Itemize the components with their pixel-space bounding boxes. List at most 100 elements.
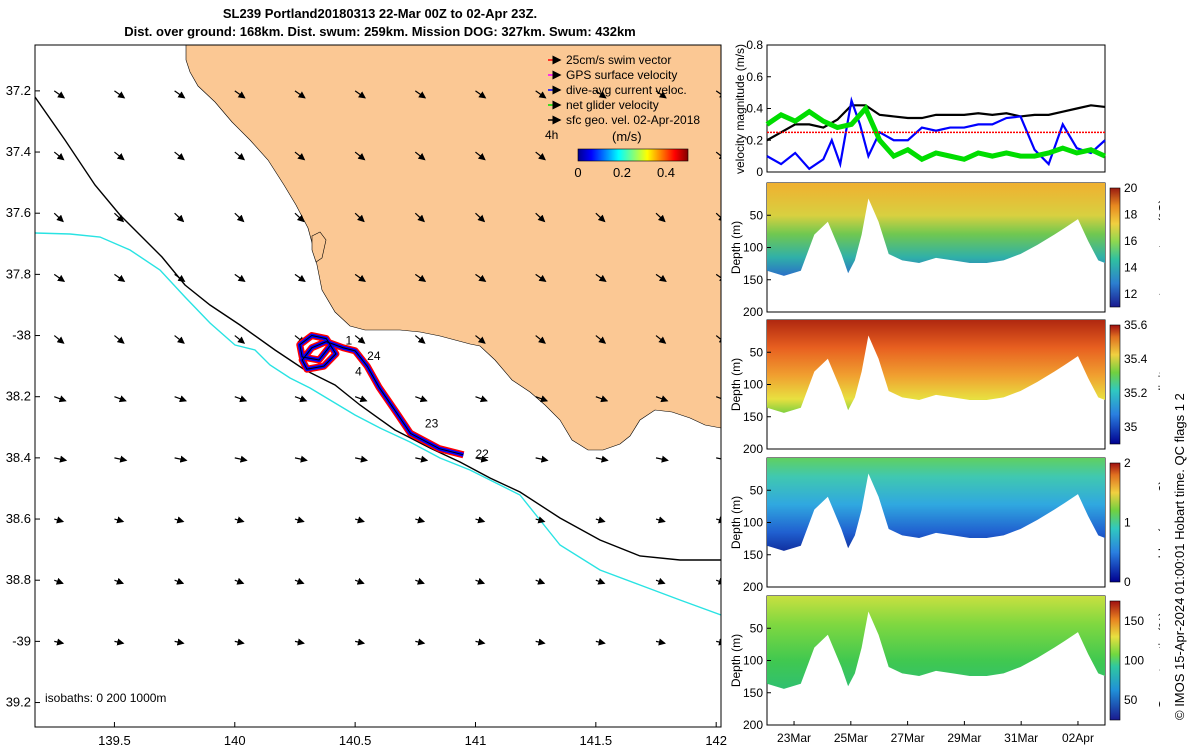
isobath-label: isobaths: 0 200 1000m bbox=[45, 691, 166, 705]
time-tick-label: 27Mar bbox=[891, 731, 925, 745]
velocity-arrow bbox=[535, 638, 546, 646]
velocity-arrow bbox=[415, 577, 425, 585]
colorbar-tick-label: 50 bbox=[1124, 693, 1138, 707]
section-panel-chl-a: 50 100 150 200 Depth (m) 2 1 0 chl-a (mg m-3) bbox=[729, 456, 1160, 594]
velocity-arrow bbox=[174, 455, 188, 463]
velocity-arrow bbox=[174, 212, 185, 223]
velocity-vectors bbox=[53, 90, 721, 646]
depth-tick-label: 150 bbox=[743, 273, 763, 287]
glider-track bbox=[296, 332, 465, 459]
colorbar-tick-label: 12 bbox=[1124, 287, 1138, 301]
velocity-arrow bbox=[475, 212, 486, 223]
velocity-y-tick-label: 0.4 bbox=[746, 102, 763, 116]
legend-label: sfc geo. vel. 02-Apr-2018 bbox=[566, 113, 700, 127]
velocity-arrow bbox=[475, 273, 487, 282]
velocity-arrow bbox=[715, 577, 721, 585]
velocity-arrow bbox=[354, 273, 366, 282]
velocity-arrow bbox=[114, 273, 126, 282]
velocity-arrow bbox=[53, 90, 66, 99]
velocity-arrow bbox=[54, 516, 65, 524]
velocity-arrow bbox=[655, 273, 667, 282]
map-x-tick-label: 141.5 bbox=[580, 733, 613, 748]
velocity-arrow bbox=[355, 455, 369, 463]
depth-tick-label: 50 bbox=[750, 621, 764, 635]
land-mass bbox=[185, 45, 721, 451]
velocity-arrow bbox=[655, 335, 667, 344]
velocity-arrow bbox=[595, 335, 607, 344]
colorbar-label: temperature (°C) bbox=[1156, 199, 1160, 296]
depth-axis-label: Depth (m) bbox=[729, 496, 743, 549]
section-field bbox=[767, 183, 1105, 276]
velocity-arrow bbox=[174, 151, 185, 161]
depth-tick-label: 100 bbox=[743, 241, 763, 255]
day-labels: 1 24 4 23 22 bbox=[346, 334, 490, 461]
map-x-tick-label: 141 bbox=[465, 733, 487, 748]
map-y-tick-label: -38 bbox=[12, 328, 31, 343]
velocity-y-tick-label: 0.6 bbox=[746, 70, 763, 84]
velocity-arrow bbox=[354, 577, 365, 585]
velocity-arrow bbox=[414, 335, 426, 344]
velocity-arrow bbox=[655, 638, 666, 646]
depth-tick-label: 200 bbox=[743, 718, 763, 732]
map-y-ticks: 37.2 37.4 37.6 37.8 -38 38.2 38.4 38.6 38.8 -39 39… bbox=[6, 83, 40, 710]
velocity-arrow bbox=[414, 151, 426, 161]
velocity-arrow bbox=[535, 151, 546, 161]
velocity-arrow bbox=[294, 638, 305, 646]
colorbar-tick-label: 35.4 bbox=[1124, 352, 1148, 366]
colorbar-tick-label: 35.6 bbox=[1124, 318, 1148, 332]
section-panel-salinity: 50 100 150 200 Depth (m) 35.6 35.4 35.2 35 salini… bbox=[729, 318, 1160, 456]
velocity-arrow bbox=[294, 273, 306, 282]
velocity-arrow bbox=[53, 151, 65, 161]
velocity-arrow bbox=[234, 577, 245, 585]
colorbar-label: Ox. sat. ratio (%) bbox=[1156, 612, 1160, 710]
velocity-arrow bbox=[53, 212, 64, 223]
map-x-tick-label: 139.5 bbox=[98, 733, 131, 748]
section-field bbox=[767, 320, 1105, 413]
map-frame bbox=[34, 44, 722, 728]
day-label: 1 bbox=[346, 334, 353, 348]
map-chart: 139.5 140 140.5 141 141.5 142 37.237.437.637.… bbox=[6, 44, 727, 748]
island bbox=[311, 231, 327, 263]
velocity-arrow bbox=[114, 395, 127, 403]
velocity-arrow bbox=[415, 455, 429, 463]
velocity-y-tick-label: 0 bbox=[756, 165, 763, 179]
map-y-tick-label: 37.2 bbox=[6, 83, 31, 98]
velocity-arrow bbox=[174, 335, 185, 344]
velocity-arrow bbox=[716, 457, 721, 460]
map-y-tick-label: 37.4 bbox=[6, 144, 31, 159]
velocity-arrow bbox=[655, 395, 669, 403]
chart-title-line1: SL239 Portland20180313 22-Mar 00Z to 02-… bbox=[222, 6, 538, 21]
velocity-arrow bbox=[294, 395, 308, 403]
velocity-arrow bbox=[655, 212, 666, 223]
day-label: 23 bbox=[425, 416, 439, 430]
section-colorbar bbox=[1109, 462, 1121, 583]
velocity-arrow bbox=[234, 90, 246, 99]
track-line bbox=[299, 335, 464, 456]
velocity-arrow bbox=[294, 455, 308, 463]
velocity-panel: 0 0.2 0.4 0.6 0.8 velocity magnitude (m/s) bbox=[733, 38, 1107, 179]
velocity-arrow bbox=[595, 273, 607, 282]
chart-title-line2: Dist. over ground: 168km. Dist. swum: 25… bbox=[124, 24, 636, 39]
time-tick-label: 31Mar bbox=[1004, 731, 1038, 745]
velocity-arrow bbox=[535, 577, 546, 585]
colorbar-tick-label: 35.2 bbox=[1124, 386, 1148, 400]
velocity-arrow bbox=[234, 335, 246, 344]
section-field bbox=[767, 458, 1105, 551]
velocity-series bbox=[766, 104, 1106, 142]
velocity-arrow bbox=[655, 90, 667, 99]
velocity-arrow bbox=[53, 335, 65, 344]
velocity-arrow bbox=[114, 212, 125, 223]
depth-tick-label: 150 bbox=[743, 686, 763, 700]
imos-credit: © IMOS 15-Apr-2024 01:00:01 Hobart time.… bbox=[1172, 393, 1187, 720]
velocity-arrow bbox=[234, 638, 245, 646]
velocity-arrow bbox=[414, 90, 427, 99]
map-y-tick-label: 38.8 bbox=[6, 572, 31, 587]
depth-tick-label: 150 bbox=[743, 548, 763, 562]
velocity-arrow bbox=[294, 212, 305, 223]
day-label: 4 bbox=[355, 364, 362, 378]
velocity-arrow bbox=[294, 516, 305, 524]
isobath-1000m bbox=[35, 232, 721, 616]
depth-tick-label: 150 bbox=[743, 410, 763, 424]
colorbar-tick-label: 1 bbox=[1124, 516, 1131, 530]
velocity-arrow bbox=[535, 335, 546, 344]
